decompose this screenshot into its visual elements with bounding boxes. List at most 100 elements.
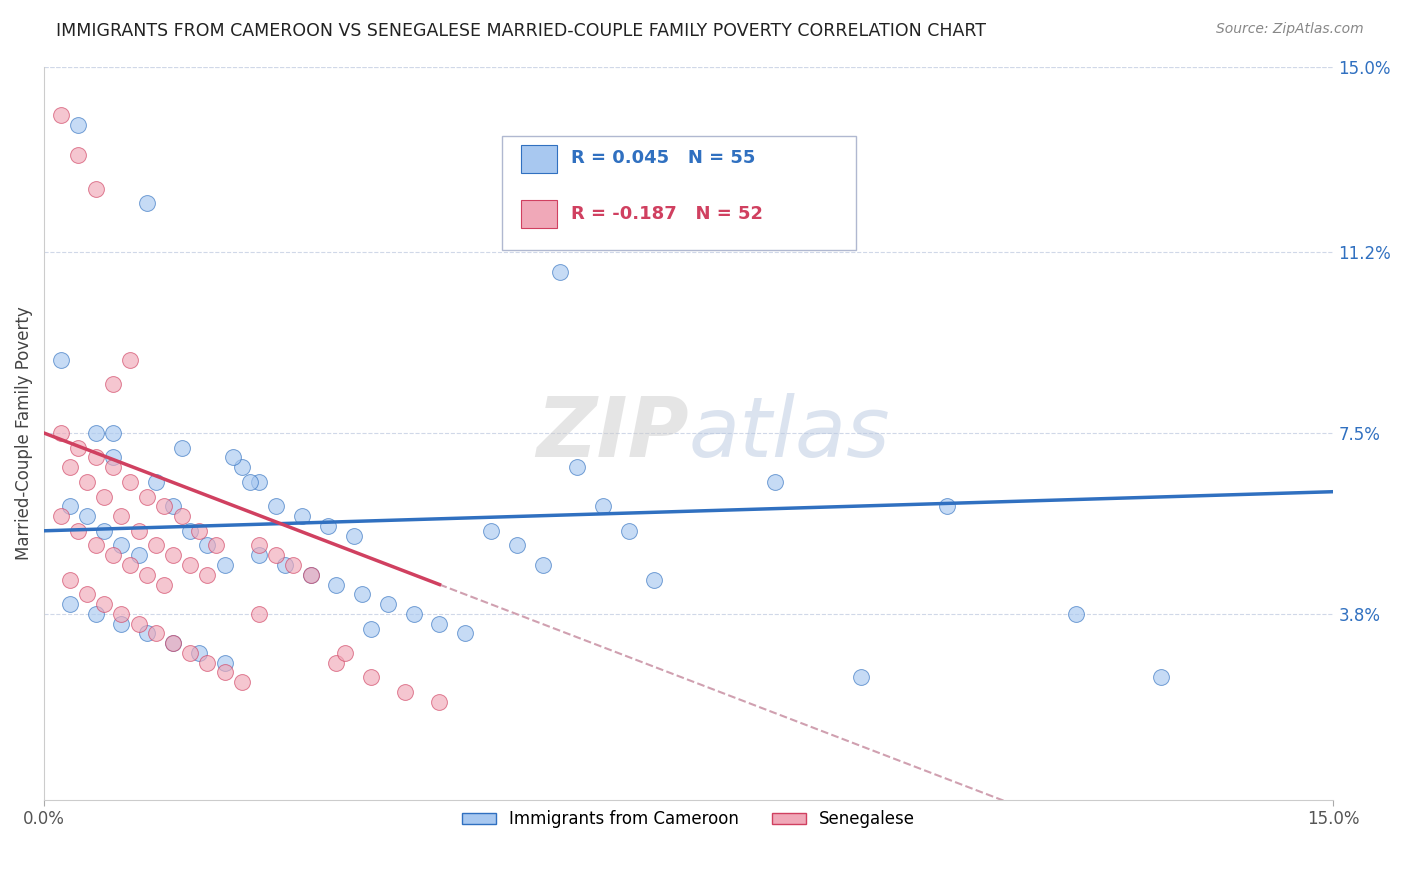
Point (145, 626, 167, 640)
Point (763, 475, 786, 489)
Point (136, 626, 159, 640)
Point (51, 509, 73, 524)
Point (110, 616, 132, 631)
Point (145, 538, 167, 552)
Point (264, 548, 287, 562)
Point (849, 670, 872, 684)
FancyBboxPatch shape (502, 136, 856, 250)
Point (187, 524, 209, 538)
Text: IMMIGRANTS FROM CAMEROON VS SENEGALESE MARRIED-COUPLE FAMILY POVERTY CORRELATION: IMMIGRANTS FROM CAMEROON VS SENEGALESE M… (56, 22, 986, 40)
Point (214, 665, 236, 680)
Point (153, 500, 176, 514)
Point (67, 441, 90, 455)
Point (565, 460, 588, 475)
Point (170, 509, 193, 524)
Point (76, 587, 98, 601)
Point (59, 460, 82, 475)
Point (59, 500, 82, 514)
Point (283, 558, 305, 572)
Point (101, 450, 124, 465)
Point (101, 425, 124, 440)
Point (1064, 607, 1087, 621)
Point (128, 524, 150, 538)
Point (197, 567, 219, 582)
Text: Source: ZipAtlas.com: Source: ZipAtlas.com (1216, 22, 1364, 37)
Point (325, 577, 347, 591)
Point (59, 597, 82, 611)
Point (101, 460, 124, 475)
Point (179, 558, 201, 572)
Point (110, 509, 132, 524)
Point (59, 573, 82, 587)
Point (506, 538, 529, 552)
Point (187, 646, 209, 660)
Point (454, 626, 477, 640)
Point (592, 500, 614, 514)
Point (128, 548, 150, 562)
Point (333, 646, 356, 660)
Point (93, 490, 115, 504)
Point (394, 685, 416, 699)
Y-axis label: Married-Couple Family Poverty: Married-Couple Family Poverty (15, 306, 32, 560)
Point (299, 567, 322, 582)
Point (120, 352, 142, 367)
Point (51, 108, 73, 122)
Point (360, 670, 382, 684)
Point (136, 490, 159, 504)
Legend: Immigrants from Cameroon, Senegalese: Immigrants from Cameroon, Senegalese (456, 804, 922, 835)
Point (643, 573, 665, 587)
Point (120, 558, 142, 572)
Point (136, 567, 159, 582)
Point (84, 425, 107, 440)
Point (128, 616, 150, 631)
Point (531, 558, 554, 572)
Point (110, 538, 132, 552)
Point (153, 577, 176, 591)
Point (479, 524, 502, 538)
Point (291, 509, 314, 524)
Point (162, 636, 184, 650)
Point (101, 377, 124, 392)
Point (247, 607, 270, 621)
Point (214, 558, 236, 572)
Point (84, 182, 107, 196)
Point (67, 147, 90, 161)
Point (162, 500, 184, 514)
Point (1150, 670, 1173, 684)
Point (51, 425, 73, 440)
Point (136, 196, 159, 211)
Point (76, 509, 98, 524)
Point (325, 656, 347, 670)
FancyBboxPatch shape (522, 145, 557, 173)
Point (429, 616, 451, 631)
Point (231, 675, 253, 690)
FancyBboxPatch shape (522, 200, 557, 227)
Point (222, 450, 245, 465)
Point (316, 519, 339, 533)
Point (170, 441, 193, 455)
Point (617, 524, 640, 538)
Point (360, 622, 382, 636)
Point (101, 548, 124, 562)
Point (84, 538, 107, 552)
Point (51, 352, 73, 367)
Text: R = -0.187   N = 52: R = -0.187 N = 52 (571, 205, 763, 223)
Point (548, 265, 571, 279)
Point (197, 656, 219, 670)
Point (205, 538, 228, 552)
Point (429, 695, 451, 709)
Point (214, 656, 236, 670)
Point (247, 538, 270, 552)
Point (377, 597, 399, 611)
Point (179, 646, 201, 660)
Point (84, 450, 107, 465)
Point (67, 524, 90, 538)
Point (274, 558, 297, 572)
Point (247, 475, 270, 489)
Point (179, 524, 201, 538)
Point (342, 529, 364, 543)
Text: atlas: atlas (689, 392, 890, 474)
Point (402, 607, 425, 621)
Point (264, 500, 287, 514)
Point (935, 500, 957, 514)
